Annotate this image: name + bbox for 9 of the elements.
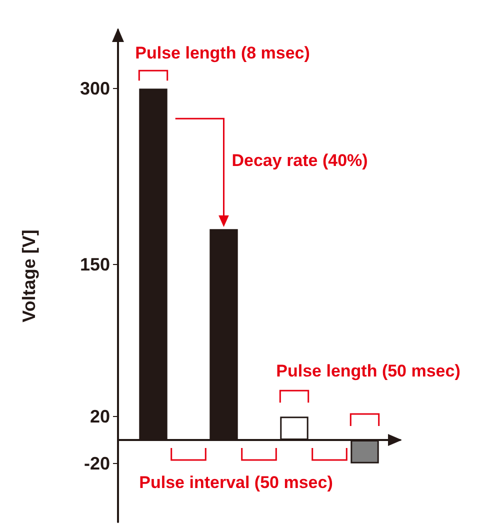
annotation: Pulse interval (50 msec) bbox=[139, 473, 333, 492]
annotation: Pulse length (50 msec) bbox=[276, 362, 460, 381]
y-axis-title: Voltage [V] bbox=[19, 230, 39, 322]
y-tick-label: 150 bbox=[80, 254, 110, 274]
y-tick-label: 300 bbox=[80, 78, 110, 99]
annotation: Pulse length (8 msec) bbox=[135, 44, 310, 63]
y-tick-label: 20 bbox=[90, 406, 110, 427]
y-tick-label: -20 bbox=[84, 453, 110, 474]
annotation: Decay rate (40%) bbox=[232, 150, 368, 170]
